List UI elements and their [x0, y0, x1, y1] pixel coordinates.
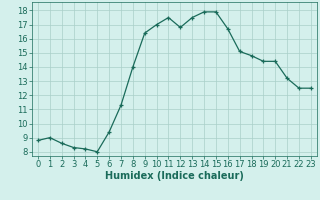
X-axis label: Humidex (Indice chaleur): Humidex (Indice chaleur) [105, 171, 244, 181]
